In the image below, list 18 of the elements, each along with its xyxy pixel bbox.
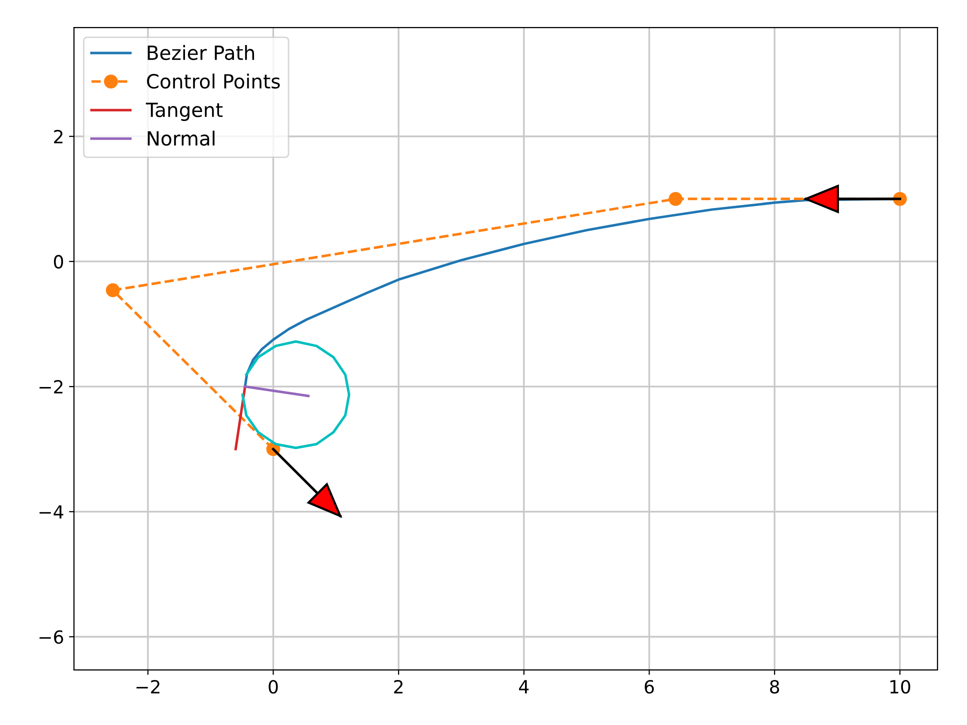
point xyxy=(106,283,120,298)
legend-label: Bezier Path xyxy=(148,45,254,60)
legend-label: Normal xyxy=(148,130,214,146)
x-tick-label: 6 xyxy=(644,680,654,694)
x-tick-label: 8 xyxy=(770,680,780,694)
legend-label: Control Points xyxy=(147,74,280,89)
y-tick-label: −4 xyxy=(40,505,64,519)
legend-label: Tangent xyxy=(146,102,223,121)
x-tick-label: 2 xyxy=(394,680,403,694)
x-tick-label: −2 xyxy=(136,680,160,694)
y-tick-label: −6 xyxy=(40,630,64,644)
y-tick-label: 2 xyxy=(54,130,62,144)
x-tick-label: 0 xyxy=(268,680,278,694)
point xyxy=(668,192,683,206)
x-tick-label: 4 xyxy=(519,680,529,694)
y-tick-label: −2 xyxy=(40,380,62,394)
y-tick-label: 0 xyxy=(54,254,64,269)
x-tick-label: 10 xyxy=(890,680,910,694)
